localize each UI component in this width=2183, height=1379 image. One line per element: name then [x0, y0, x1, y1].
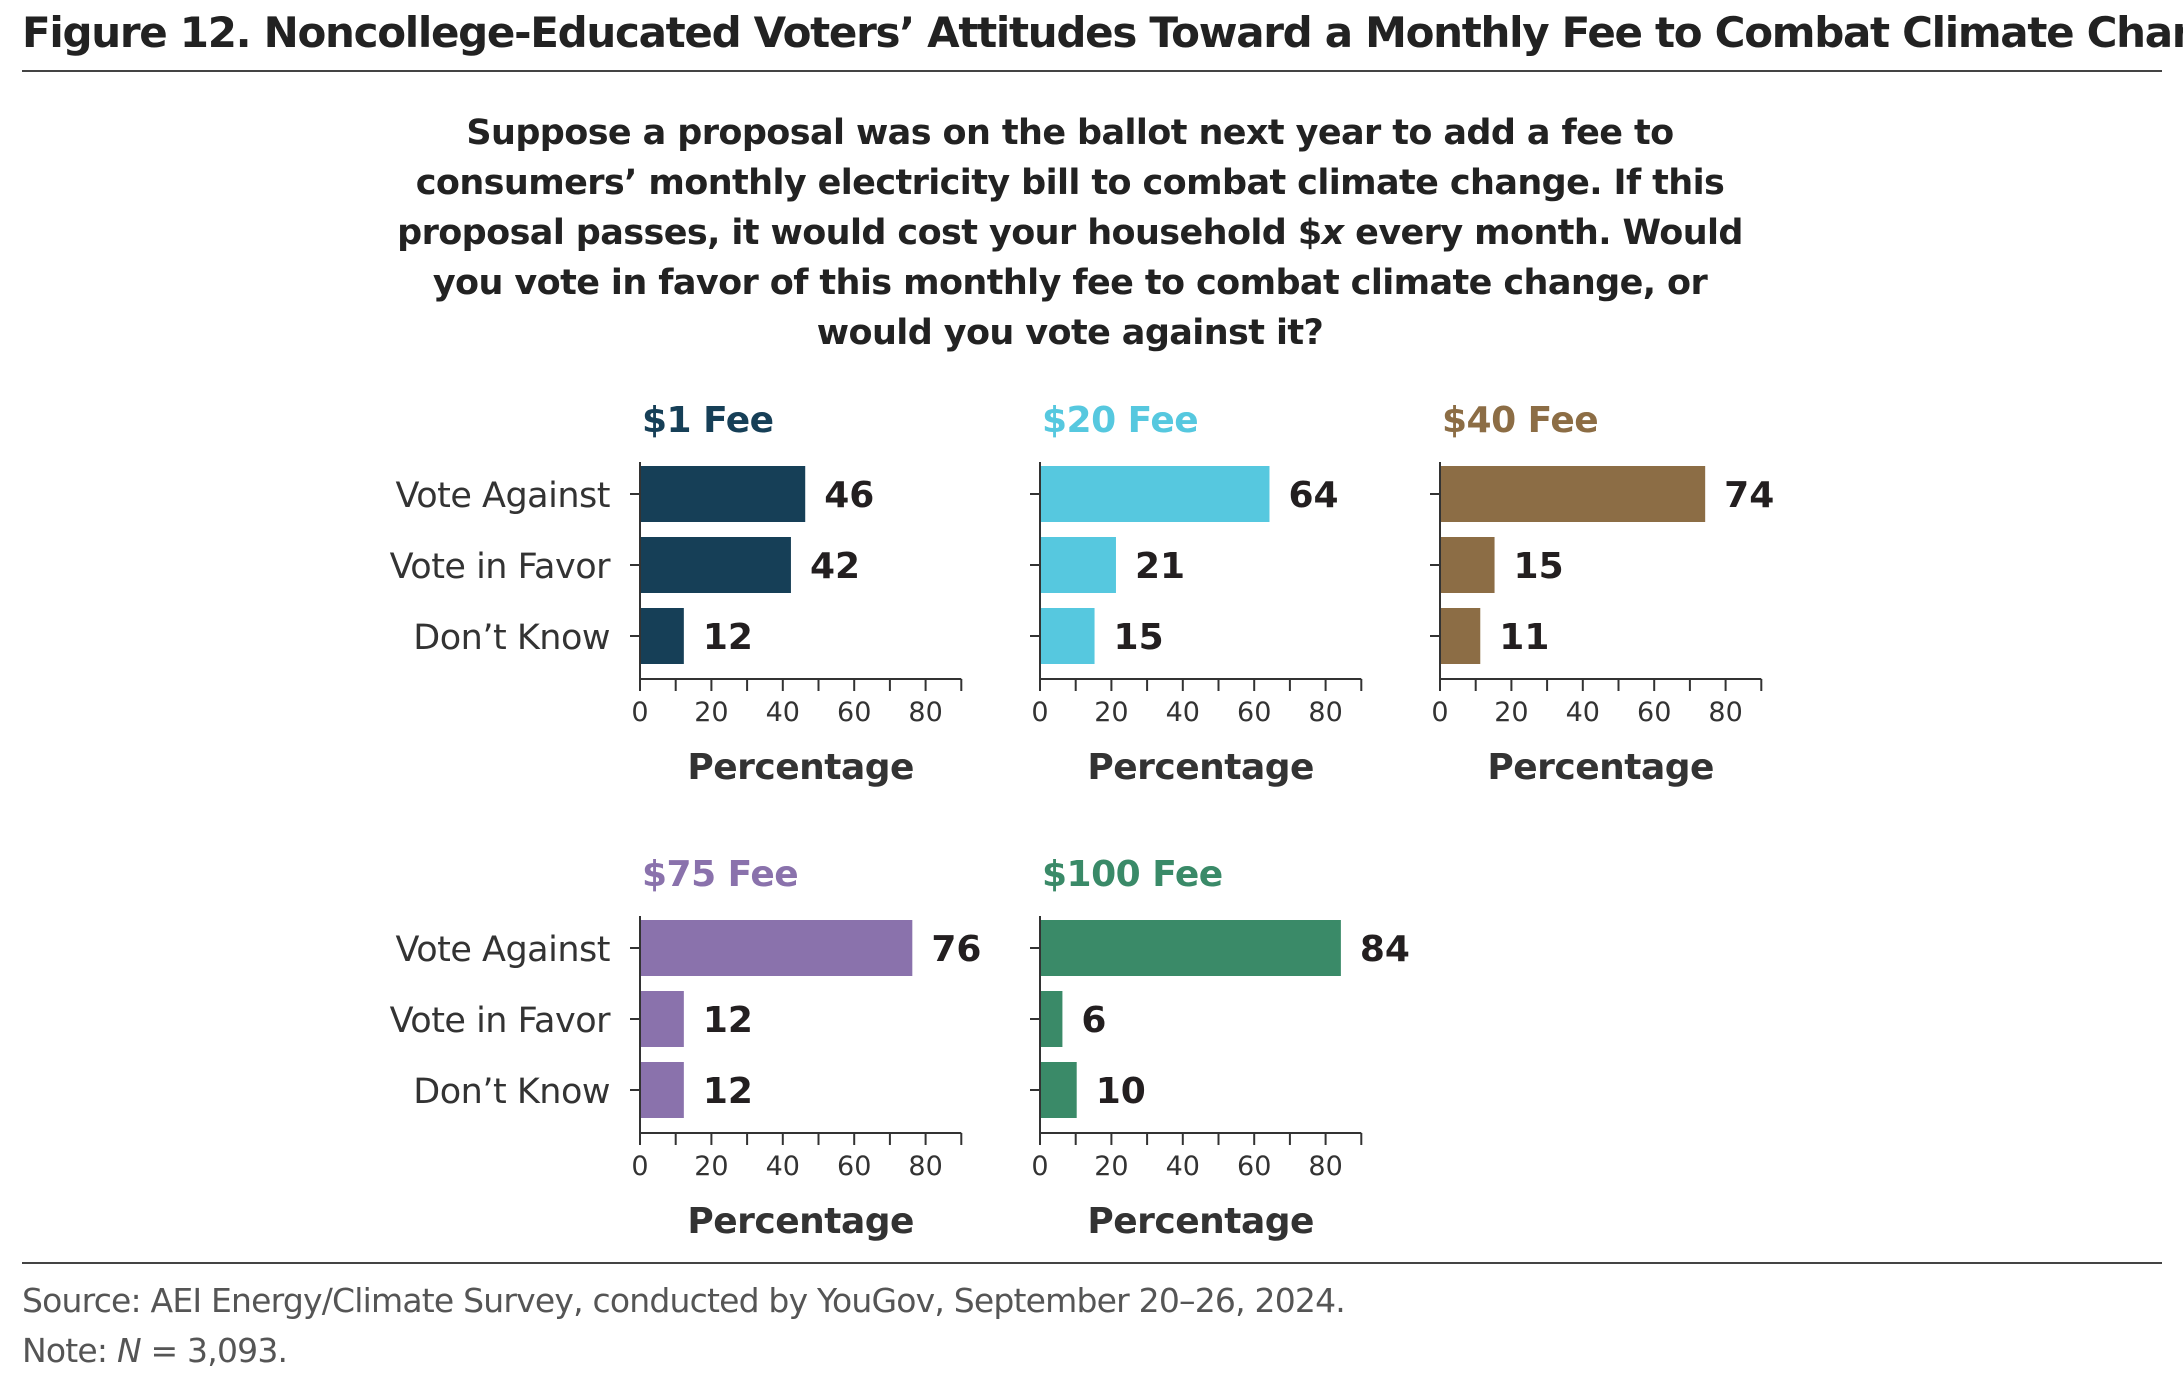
bar — [1041, 537, 1116, 593]
bar — [641, 537, 791, 593]
x-tick-label: 20 — [1094, 697, 1128, 728]
data-label: 12 — [703, 1071, 753, 1112]
data-label: 84 — [1360, 929, 1410, 970]
x-tick-label: 20 — [1494, 697, 1528, 728]
data-label: 46 — [824, 475, 874, 516]
bar — [1441, 466, 1706, 522]
x-tick-label: 80 — [908, 697, 942, 728]
x-tick-label: 20 — [694, 697, 728, 728]
data-label: 6 — [1081, 1000, 1106, 1041]
bar — [1441, 537, 1495, 593]
bar — [1041, 1062, 1077, 1118]
panel-title: $40 Fee — [1442, 400, 1598, 441]
data-label: 15 — [1514, 546, 1564, 587]
bar — [1041, 991, 1063, 1047]
data-label: 21 — [1135, 546, 1185, 587]
bar — [1041, 608, 1095, 664]
data-label: 42 — [810, 546, 860, 587]
data-label: 74 — [1724, 475, 1774, 516]
x-tick-label: 40 — [1566, 697, 1600, 728]
x-tick-label: 80 — [1708, 697, 1742, 728]
question-variable: x — [1321, 213, 1345, 253]
title-divider — [22, 70, 2162, 72]
question-text-part2: every month. Would you vote in favor of … — [432, 213, 1744, 353]
note-prefix: Note: — [22, 1331, 117, 1370]
x-tick-label: 0 — [1031, 1151, 1048, 1182]
x-tick-label: 80 — [908, 1151, 942, 1182]
x-tick-label: 40 — [1166, 697, 1200, 728]
question-text-part1: Suppose a proposal was on the ballot nex… — [397, 113, 1725, 253]
x-tick-label: 60 — [1237, 1151, 1271, 1182]
data-label: 10 — [1096, 1071, 1146, 1112]
category-label: Vote in Favor — [390, 547, 612, 587]
figure-title: Figure 12. Noncollege-Educated Voters’ A… — [22, 8, 2183, 57]
panel-title: $20 Fee — [1042, 400, 1198, 441]
source-line: Source: AEI Energy/Climate Survey, condu… — [22, 1281, 1346, 1320]
x-axis-label: Percentage — [687, 747, 914, 788]
data-label: 64 — [1288, 475, 1338, 516]
bar — [1041, 920, 1341, 976]
x-axis-label: Percentage — [1087, 747, 1314, 788]
footer-divider — [22, 1262, 2162, 1264]
x-tick-label: 0 — [631, 1151, 648, 1182]
category-label: Don’t Know — [413, 1072, 610, 1112]
panel-title: $75 Fee — [642, 854, 798, 895]
x-tick-label: 40 — [766, 697, 800, 728]
note-suffix: = 3,093. — [140, 1331, 289, 1370]
x-tick-label: 20 — [694, 1151, 728, 1182]
x-tick-label: 0 — [631, 697, 648, 728]
x-tick-label: 60 — [837, 697, 871, 728]
note-line: Note: N = 3,093. — [22, 1326, 1345, 1376]
x-tick-label: 60 — [1637, 697, 1671, 728]
survey-question: Suppose a proposal was on the ballot nex… — [390, 108, 1750, 358]
footer-notes: Source: AEI Energy/Climate Survey, condu… — [22, 1276, 1346, 1376]
bar — [641, 920, 913, 976]
bar — [1441, 608, 1481, 664]
charts-area: $1 Fee 46 Vote Against 42 Vote in Favor 12 Don… — [390, 400, 1775, 1242]
note-variable: N — [116, 1331, 142, 1370]
data-label: 76 — [931, 929, 981, 970]
data-label: 12 — [703, 617, 753, 658]
data-label: 11 — [1499, 617, 1549, 658]
x-tick-label: 20 — [1094, 1151, 1128, 1182]
x-axis-label: Percentage — [1487, 747, 1714, 788]
category-label: Vote Against — [396, 476, 611, 516]
x-tick-label: 40 — [1166, 1151, 1200, 1182]
category-label: Vote Against — [396, 930, 611, 970]
x-tick-label: 40 — [766, 1151, 800, 1182]
bar — [1041, 466, 1270, 522]
panel-title: $1 Fee — [642, 400, 774, 441]
x-tick-label: 60 — [1237, 697, 1271, 728]
x-tick-label: 80 — [1308, 697, 1342, 728]
bar — [641, 1062, 684, 1118]
x-tick-label: 80 — [1308, 1151, 1342, 1182]
x-axis-label: Percentage — [687, 1201, 914, 1242]
category-label: Don’t Know — [413, 618, 610, 658]
x-tick-label: 60 — [837, 1151, 871, 1182]
x-tick-label: 0 — [1031, 697, 1048, 728]
x-tick-label: 0 — [1431, 697, 1448, 728]
data-label: 15 — [1114, 617, 1164, 658]
bar — [641, 608, 684, 664]
category-label: Vote in Favor — [390, 1001, 612, 1041]
data-label: 12 — [703, 1000, 753, 1041]
x-axis-label: Percentage — [1087, 1201, 1314, 1242]
panel-title: $100 Fee — [1042, 854, 1223, 895]
bar — [641, 991, 684, 1047]
bar — [641, 466, 806, 522]
